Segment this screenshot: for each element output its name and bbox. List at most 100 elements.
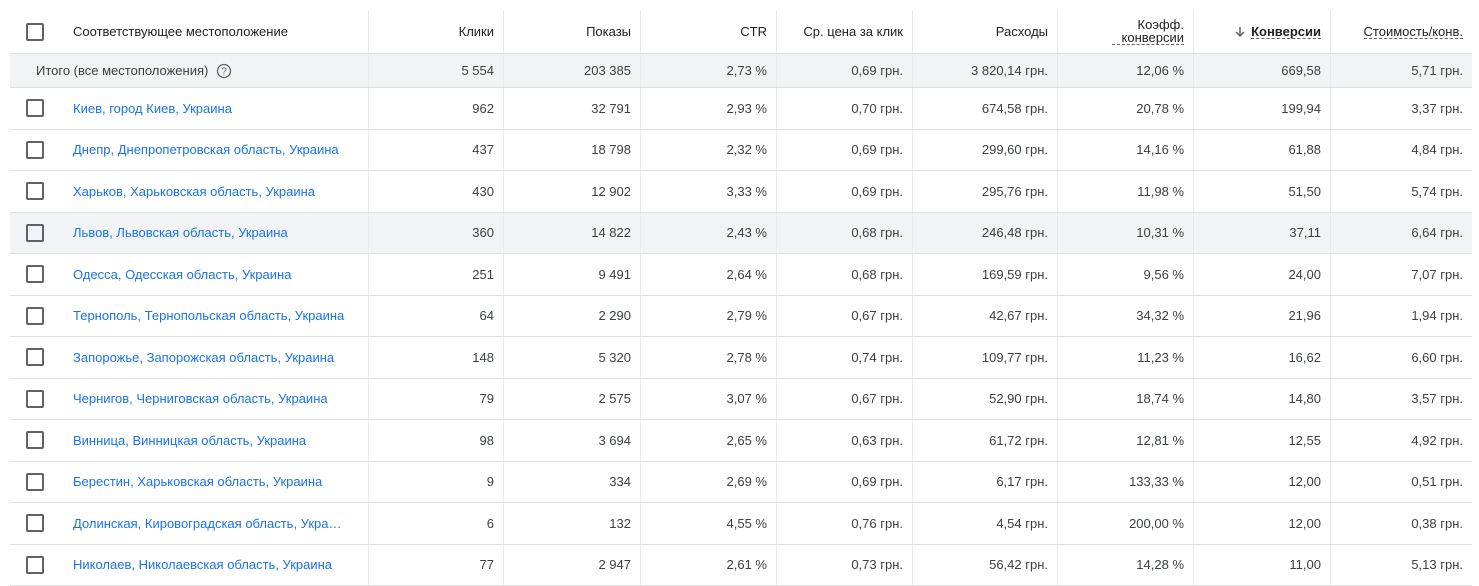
metric-value: 2 290 [598,308,631,323]
checkbox[interactable] [26,556,44,574]
column-header[interactable]: CTR [640,10,776,53]
data-cell: 9,56 % [1057,254,1193,295]
select-cell [10,337,60,378]
data-cell: 5 320 [503,337,640,378]
data-cell: 199,94 [1193,88,1330,129]
column-header[interactable]: Конверсии [1193,10,1330,53]
data-cell: 11,98 % [1057,171,1193,212]
header-label: Ср. цена за клик [803,24,903,39]
data-cell: 3,33 % [640,171,776,212]
column-header[interactable]: Коэфф. конверсии [1057,10,1193,53]
checkbox[interactable] [26,99,44,117]
location-row: Тернополь, Тернопольская область, Украин… [10,296,1472,338]
metric-value: 14,16 % [1136,142,1184,157]
metric-value: 51,50 [1288,184,1321,199]
data-cell: 10,31 % [1057,213,1193,254]
data-cell: 34,32 % [1057,296,1193,337]
metric-value: 77 [480,557,494,572]
select-cell [10,171,60,212]
metric-value: 18,74 % [1136,391,1184,406]
help-icon[interactable]: ? [216,63,232,79]
metric-value: 7,07 грн. [1411,267,1463,282]
data-cell: 7,07 грн. [1330,254,1472,295]
checkbox[interactable] [26,23,44,41]
metric-value: 2,79 % [727,308,767,323]
column-header[interactable]: Клики [368,10,503,53]
column-header[interactable]: Стоимость/конв. [1330,10,1472,53]
location-link[interactable]: Львов, Львовская область, Украина [73,225,288,240]
checkbox[interactable] [26,431,44,449]
metric-value: 674,58 грн. [982,101,1048,116]
checkbox[interactable] [26,307,44,325]
metric-value: 79 [480,391,494,406]
data-cell: 42,67 грн. [912,296,1057,337]
select-cell [10,296,60,337]
location-link[interactable]: Тернополь, Тернопольская область, Украин… [73,308,344,323]
metric-value: 169,59 грн. [982,267,1048,282]
metric-value: 0,70 грн. [851,101,903,116]
data-cell: 299,60 грн. [912,130,1057,171]
data-cell: 3,57 грн. [1330,379,1472,420]
location-link[interactable]: Одесса, Одесская область, Украина [73,267,291,282]
data-cell: 3,07 % [640,379,776,420]
total-cell: 5,71 грн. [1330,54,1472,87]
data-cell: 6,64 грн. [1330,213,1472,254]
data-cell: Киев, город Киев, Украина [60,88,368,129]
data-cell: 200,00 % [1057,503,1193,544]
column-header[interactable]: Расходы [912,10,1057,53]
data-cell: 0,70 грн. [776,88,912,129]
metric-value: 12,55 [1288,433,1321,448]
checkbox[interactable] [26,182,44,200]
select-cell [10,130,60,171]
metric-value: 14 822 [591,225,631,240]
location-link[interactable]: Берестин, Харьковская область, Украина [73,474,322,489]
data-cell: 18 798 [503,130,640,171]
metric-value: 20,78 % [1136,101,1184,116]
metric-value: 4,55 % [727,516,767,531]
checkbox[interactable] [26,265,44,283]
data-cell: Львов, Львовская область, Украина [60,213,368,254]
location-link[interactable]: Харьков, Харьковская область, Украина [73,184,315,199]
data-cell: 98 [368,420,503,461]
data-cell: 295,76 грн. [912,171,1057,212]
location-link[interactable]: Долинская, Кировоградская область, Укра… [73,516,342,531]
location-link[interactable]: Днепр, Днепропетровская область, Украина [73,142,339,157]
data-cell: Чернигов, Черниговская область, Украина [60,379,368,420]
column-header[interactable]: Показы [503,10,640,53]
metric-value: 12,81 % [1136,433,1184,448]
checkbox[interactable] [26,390,44,408]
data-cell: 2,32 % [640,130,776,171]
location-row: Долинская, Кировоградская область, Укра…… [10,503,1472,545]
location-link[interactable]: Винница, Винницкая область, Украина [73,433,306,448]
data-cell: 12,00 [1193,462,1330,503]
total-value: 3 820,14 грн. [971,63,1048,78]
data-cell: 132 [503,503,640,544]
checkbox[interactable] [26,224,44,242]
metric-value: 10,31 % [1136,225,1184,240]
checkbox[interactable] [26,473,44,491]
data-cell: 0,67 грн. [776,296,912,337]
data-cell: 14,28 % [1057,545,1193,586]
data-cell: 2,61 % [640,545,776,586]
metric-value: 11,98 % [1137,184,1184,199]
data-cell: 9 491 [503,254,640,295]
column-header[interactable]: Соответствующее местоположение [60,10,368,53]
checkbox[interactable] [26,348,44,366]
data-cell: 61,72 грн. [912,420,1057,461]
checkbox[interactable] [26,141,44,159]
location-link[interactable]: Николаев, Николаевская область, Украина [73,557,332,572]
column-header[interactable]: Ср. цена за клик [776,10,912,53]
metric-value: 16,62 [1288,350,1321,365]
location-link[interactable]: Киев, город Киев, Украина [73,101,232,116]
location-link[interactable]: Запорожье, Запорожская область, Украина [73,350,334,365]
checkbox[interactable] [26,514,44,532]
data-cell: 11,23 % [1057,337,1193,378]
data-cell: 9 [368,462,503,503]
location-link[interactable]: Чернигов, Черниговская область, Украина [73,391,328,406]
data-cell: 14,16 % [1057,130,1193,171]
data-cell: Николаев, Николаевская область, Украина [60,545,368,586]
data-cell: 24,00 [1193,254,1330,295]
